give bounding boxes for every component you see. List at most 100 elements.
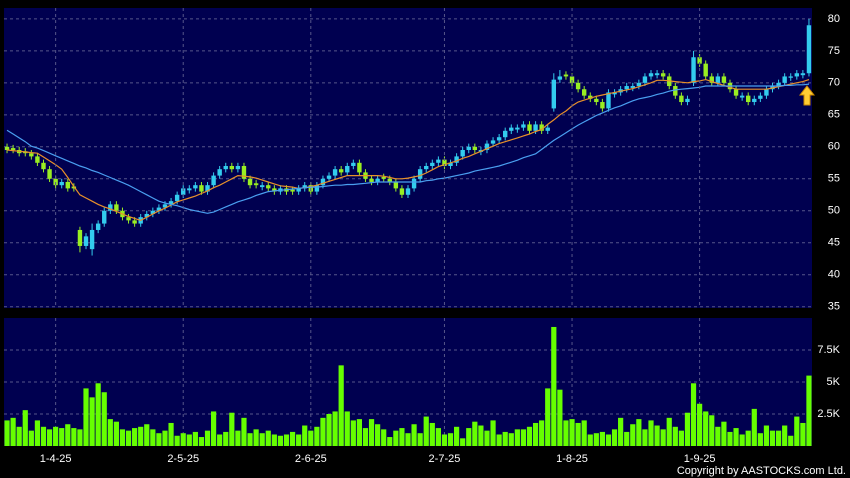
candle-body [806, 25, 812, 74]
candle-body [253, 183, 259, 186]
x-tick-label: 2-5-25 [167, 453, 199, 465]
candle-body [223, 165, 228, 170]
volume-bar [575, 422, 581, 446]
volume-bar [156, 433, 162, 446]
volume-bar [745, 430, 751, 446]
volume-bar [526, 426, 533, 446]
moving-average-line [6, 83, 810, 214]
candle-body [545, 127, 550, 131]
volume-bar [447, 433, 454, 446]
candle-body [326, 175, 332, 179]
x-tick-label: 1-8-25 [556, 453, 588, 465]
volume-bar [551, 326, 557, 446]
volume-bar [599, 431, 606, 446]
volume-bar [429, 422, 435, 446]
candle-body [211, 175, 216, 186]
volume-bar [381, 429, 387, 446]
candle-body [691, 57, 696, 83]
candle-body [59, 181, 64, 186]
candle-body [114, 204, 119, 211]
volume-bar [405, 433, 411, 446]
candle-body [636, 82, 642, 87]
volume-bar [775, 430, 782, 446]
volume-bar [788, 435, 794, 446]
candle-body [259, 185, 265, 188]
volume-bar [563, 420, 569, 446]
volume-bar [611, 429, 618, 446]
volume-bar [532, 422, 539, 446]
volume-bar [253, 429, 259, 446]
price-panel [4, 8, 812, 308]
copyright: Copyright by AASTOCKS.com Ltd. [677, 465, 846, 477]
candle-body [345, 165, 350, 173]
volume-bar [217, 434, 223, 446]
volume-bar [539, 420, 545, 446]
candle-body [496, 137, 502, 141]
volume-bar [435, 428, 441, 446]
candle-body [41, 162, 46, 170]
candle-body [47, 169, 52, 179]
volume-bar [605, 434, 612, 446]
volume-bar [496, 434, 502, 446]
volume-bar [350, 420, 356, 446]
candle-body [150, 210, 156, 214]
candle-body [563, 74, 569, 77]
volume-bar [618, 417, 624, 446]
candle-body [126, 217, 131, 221]
candle-body [399, 188, 405, 195]
volume-bar [794, 416, 800, 446]
volume-bar [411, 424, 417, 446]
candle-body [752, 98, 757, 103]
volume-bar [684, 412, 691, 446]
volume-bar [466, 428, 472, 446]
volume-bar [490, 420, 496, 446]
candle-body [721, 76, 727, 83]
volume-bar [472, 421, 478, 446]
volume-bar [174, 435, 180, 446]
volume-bar [34, 420, 41, 446]
candle-body [588, 95, 593, 99]
candle-body [430, 162, 435, 166]
candle-body [794, 73, 800, 77]
volume-bar [739, 434, 745, 446]
candle-body [405, 188, 411, 195]
volume-bar [229, 412, 235, 446]
x-tick-label: 1-9-25 [684, 453, 716, 465]
candle-body [466, 146, 471, 151]
candle-body [65, 181, 70, 189]
candle-body [357, 162, 362, 173]
y-tick-label: 5K [827, 376, 841, 388]
candle-body [715, 76, 721, 83]
y-tick-label: 50 [828, 205, 840, 217]
volume-bar [484, 430, 490, 446]
volume-bar [289, 431, 296, 446]
candle-body [733, 89, 739, 96]
volume-bar [223, 431, 229, 446]
candle-body [338, 169, 344, 173]
volume-bar [356, 419, 362, 446]
volume-bar [690, 383, 697, 446]
candle-body [181, 188, 186, 195]
candle-body [515, 127, 520, 130]
volume-bar [763, 425, 770, 446]
candle-body [35, 156, 40, 163]
volume-bar [65, 424, 71, 446]
volume-bar [581, 420, 587, 446]
candle-body [381, 176, 386, 179]
candle-body [642, 76, 648, 83]
volume-bar [715, 426, 721, 446]
volume-bar [77, 429, 83, 446]
volume-bar [344, 411, 350, 446]
candle-body [764, 89, 769, 96]
volume-bar [393, 430, 399, 446]
candle-body [272, 188, 277, 192]
candle-body [156, 207, 162, 211]
volume-bar [314, 426, 320, 446]
volume-bar [198, 437, 205, 446]
volume-bar [697, 403, 703, 446]
y-tick-label: 7.5K [817, 344, 840, 356]
candle-body [290, 189, 295, 192]
candle-body [551, 79, 557, 109]
volume-bar [277, 435, 284, 446]
